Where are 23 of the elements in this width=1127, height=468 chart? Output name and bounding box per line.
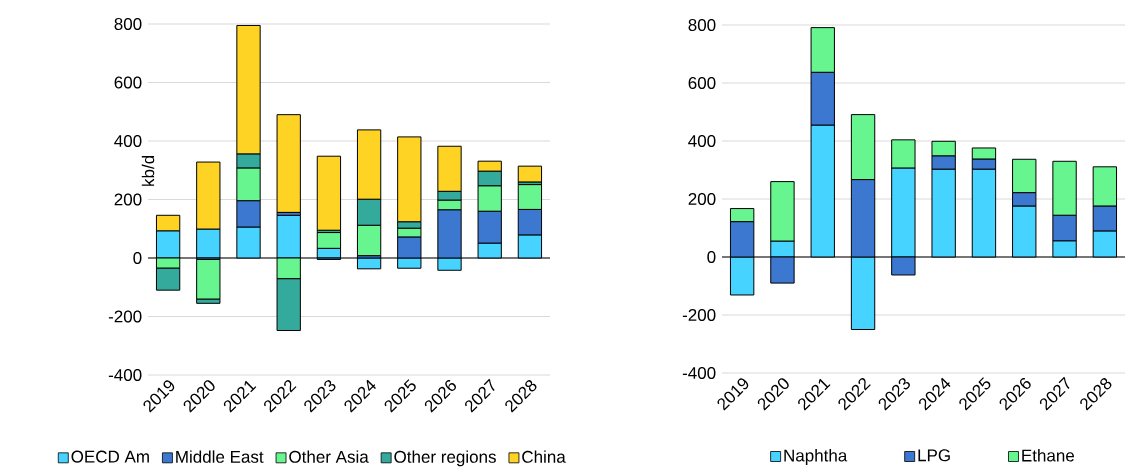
legend-label: China [522,450,566,463]
y-tick-label: 400 [114,134,142,148]
y-tick-label: 200 [114,193,142,206]
y-tick-label: 600 [688,76,716,90]
legend-label: Middle East [176,450,264,463]
y-tick-label: -400 [108,368,142,382]
y-tick-label: 0 [133,251,142,265]
legend-label: LPG [918,449,950,462]
legend-label: Other regions [394,450,496,467]
y-tick-label: 200 [688,192,716,206]
legend-label: Ethane [1022,449,1075,462]
y-axis-title: kb/d [141,155,155,186]
y-tick-label: -400 [682,366,716,380]
legend-label: Naphtha [784,449,848,465]
y-tick-label: 400 [688,134,716,148]
y-tick-label: -200 [108,310,142,323]
y-tick-label: 600 [114,76,142,89]
y-tick-label: 800 [688,18,716,32]
y-tick-label: 800 [114,17,142,31]
legend-label: Other Asia [289,450,369,463]
y-tick-label: 0 [707,250,716,264]
legend-label: OECD Am [71,450,149,463]
y-tick-label: -200 [682,308,716,322]
